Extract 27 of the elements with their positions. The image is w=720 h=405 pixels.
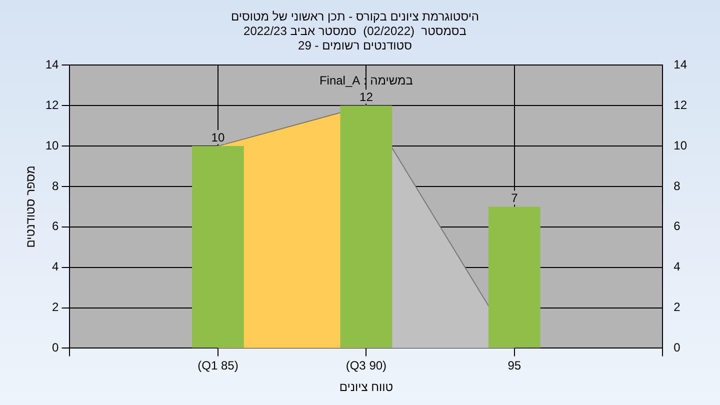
y-tick-label: 10	[45, 138, 60, 152]
x-axis-title: טווח ציונים	[339, 380, 394, 394]
y2-tick-label: 6	[674, 219, 681, 234]
y2-tick-label: 12	[674, 98, 688, 112]
y-tick-label: 12	[45, 98, 60, 112]
y2-tick-label: 4	[674, 260, 681, 274]
y-tick-label: 0	[52, 340, 60, 355]
chart-subtitle: בסמסטר (02/2022) סמסטר אביב 2022/23 סטודנטים רשומים - 29	[244, 24, 466, 52]
y-tick-label: 2	[52, 300, 60, 314]
y2-tick-label: 8	[674, 178, 681, 193]
x-tick-label: (Q3 90)	[346, 358, 387, 373]
y-tick-label: 6	[52, 219, 60, 234]
data-label: 12	[360, 90, 374, 104]
y2-tick-label: 10	[674, 138, 688, 152]
y-tick-label: 8	[52, 178, 60, 193]
y-tick-label: 14	[45, 58, 60, 72]
y-axis-title: מספר סטודנטים	[24, 166, 38, 248]
y-tick-label: 4	[52, 260, 60, 274]
data-label: 7	[511, 191, 518, 206]
x-tick-label: (Q1 85)	[198, 358, 238, 373]
x-tick-label: 95	[508, 358, 522, 373]
annotation: במשימה : Final_A	[319, 74, 413, 88]
data-label: 10	[211, 130, 225, 144]
chart-title: היסטוגרמת ציונים בקורס - תכן ראשוני של מטוסים	[230, 10, 480, 24]
y2-tick-label: 2	[674, 300, 681, 314]
y2-tick-label: 14	[674, 58, 688, 72]
y2-tick-label: 0	[674, 340, 681, 355]
